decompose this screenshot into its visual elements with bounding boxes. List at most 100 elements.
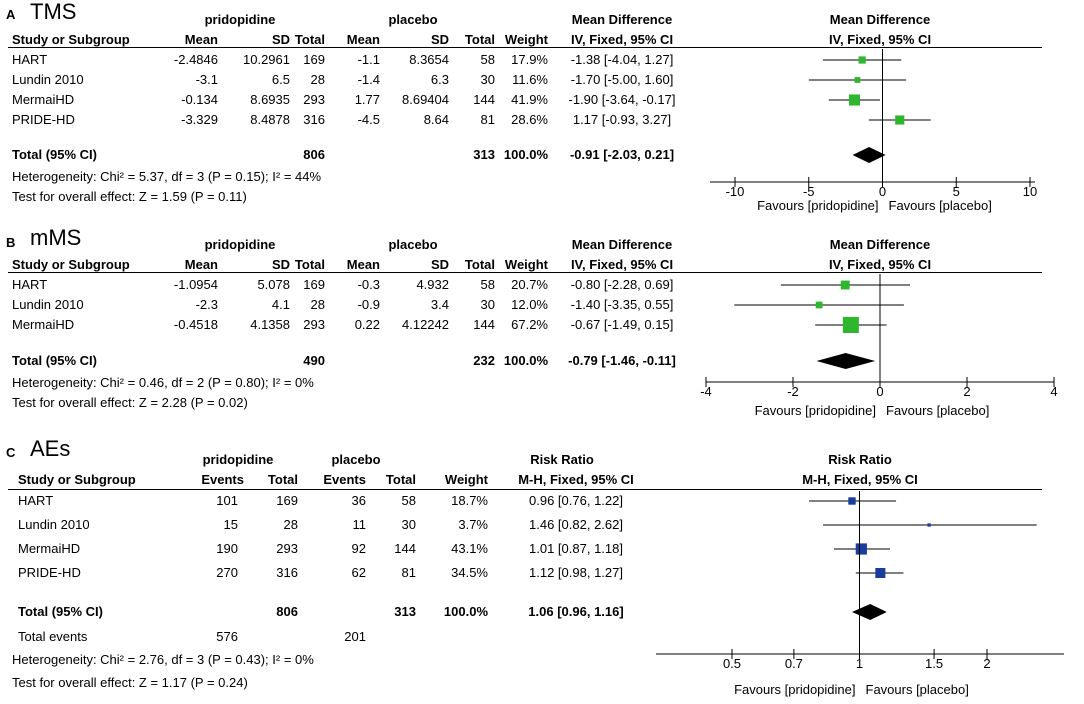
total-ci: -0.79 [-1.46, -0.11] [568,353,676,368]
x-tick-label: 0.7 [784,656,803,671]
study-square-marker [927,523,931,527]
col-mean2: Mean [346,32,380,47]
col-total1: Total [294,257,325,272]
weight-cell: 12.0% [511,297,548,312]
mean2-cell: 1.77 [354,92,380,107]
favours-right-label: Favours [placebo] [865,682,969,697]
total2-cell: 144 [394,541,416,556]
total1-cell: 28 [310,72,325,87]
col-total2: Total [464,257,495,272]
x-tick-label: 5 [952,184,960,199]
x-tick-label: 1.5 [925,656,944,671]
panel-title: AEs [30,436,71,461]
sd2-cell: 8.64 [423,112,449,127]
study-name: HART [18,493,54,508]
total-label: Total (95% CI) [12,353,97,368]
group2-header: placebo [388,12,438,27]
ci-cell: 1.01 [0.87, 1.18] [529,541,623,556]
overall-effect-text: Test for overall effect: Z = 2.28 (P = 0… [12,395,248,410]
x-tick-label: 2 [983,656,991,671]
x-tick-label: 0.5 [722,656,742,671]
mean1-cell: -3.1 [195,72,218,87]
mean2-cell: -0.3 [357,277,380,292]
group2-header: placebo [388,237,438,252]
total-n1: 806 [303,147,325,162]
sd2-cell: 4.12242 [402,317,449,332]
col-sd2: SD [430,32,449,47]
header-divider [8,47,1042,48]
effect-header: Risk Ratio [530,452,594,467]
total-n2: 313 [394,604,416,619]
panel-letter: C [6,445,16,460]
ci-cell: 1.46 [0.82, 2.62] [529,517,623,532]
total2-cell: 81 [401,565,416,580]
plot-effect-header: Mean Difference [829,237,931,252]
weight-cell: 18.7% [451,493,488,508]
mean1-cell: -2.3 [195,297,218,312]
total2-cell: 58 [480,52,495,67]
ci-cell: -1.70 [-5.00, 1.60] [570,72,674,87]
x-tick-label: 1 [855,656,864,671]
header-divider [8,489,1042,490]
events2-cell: 92 [351,541,366,556]
col-mean1: Mean [184,32,218,47]
total-label: Total (95% CI) [12,147,97,162]
study-name: PRIDE-HD [12,112,75,127]
favours-right-label: Favours [placebo] [886,403,990,418]
total2-cell: 30 [401,517,416,532]
col-ci: M-H, Fixed, 95% CI [518,472,634,487]
total1-cell: 169 [276,493,298,508]
events2-cell: 62 [351,565,366,580]
study-square-marker [842,317,859,333]
weight-cell: 67.2% [511,317,548,332]
study-name: MermaiHD [12,92,75,107]
events2-cell: 11 [352,517,367,532]
x-tick-label: 4 [1050,384,1058,399]
total-n1: 490 [303,353,325,368]
col-weight: Weight [504,257,548,272]
events1-cell: 190 [216,541,238,556]
col-total1: Total [294,32,325,47]
weight-cell: 43.1% [451,541,488,556]
ci-cell: -1.40 [-3.35, 0.55] [570,297,674,312]
ci-cell: 1.17 [-0.93, 3.27] [572,112,672,127]
events2-cell: 36 [351,493,366,508]
study-name: Lundin 2010 [12,72,84,87]
group1-header: pridopidine [204,237,276,252]
col-total2: Total [464,32,495,47]
group1-header: pridopidine [202,452,274,467]
x-tick-label: 2 [963,384,971,399]
x-tick-label: 10 [1022,184,1038,199]
study-square-marker [895,115,905,125]
total-weight: 100.0% [503,353,548,368]
total-n1: 806 [276,604,298,619]
mean1-cell: -0.134 [181,92,218,107]
plot-method-header: IV, Fixed, 95% CI [828,257,932,272]
weight-cell: 41.9% [511,92,548,107]
mean2-cell: -0.9 [357,297,380,312]
header-divider [8,272,1042,273]
sd1-cell: 5.078 [257,277,290,292]
sd2-cell: 6.3 [430,72,449,87]
total1-cell: 316 [303,112,325,127]
study-square-marker [848,497,856,505]
mean1-cell: -0.4518 [173,317,218,332]
sd2-cell: 8.69404 [402,92,449,107]
events1-cell: 101 [216,493,238,508]
weight-cell: 3.7% [458,517,488,532]
ci-cell: -0.80 [-2.28, 0.69] [570,277,674,292]
favours-left-label: Favours [pridopidine] [734,682,856,697]
favours-left-label: Favours [pridopidine] [754,403,876,418]
panel-letter: A [6,7,16,22]
study-square-marker [875,567,886,579]
total-weight: 100.0% [443,604,488,619]
sd2-cell: 3.4 [430,297,449,312]
total-label: Total (95% CI) [18,604,103,619]
study-name: PRIDE-HD [18,565,81,580]
col-mean2: Mean [346,257,380,272]
total-diamond [851,604,887,620]
total-events2: 201 [344,629,366,644]
col-study: Study or Subgroup [12,32,130,47]
effect-header: Mean Difference [571,237,673,252]
